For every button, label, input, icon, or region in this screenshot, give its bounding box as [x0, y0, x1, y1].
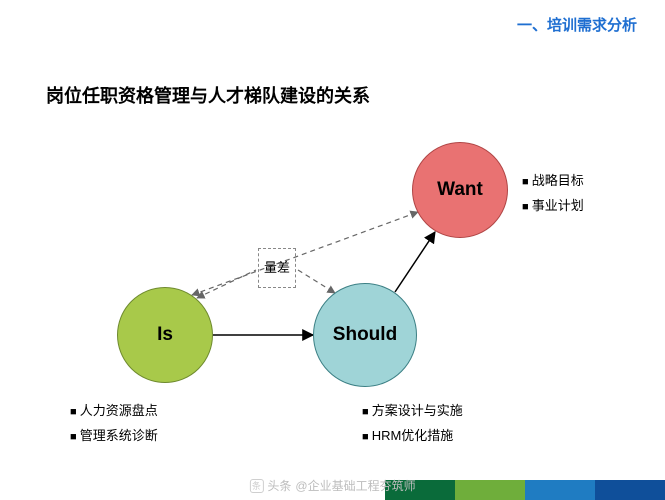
bullet-item: HRM优化措施: [362, 425, 463, 444]
gap-box-label: 量差: [264, 260, 290, 276]
watermark: 条 头条 @企业基础工程夯筑师: [249, 477, 415, 494]
node-should: Should: [313, 283, 417, 387]
node-want: Want: [412, 142, 508, 238]
bullet-item: 战略目标: [522, 170, 584, 189]
stripe: [595, 480, 665, 500]
watermark-text: @企业基础工程夯筑师: [295, 477, 415, 494]
edge-gapbox-should-dashed: [298, 270, 335, 293]
gap-box: 量差: [258, 248, 296, 288]
bullets-is: 人力资源盘点 管理系统诊断: [70, 400, 158, 450]
watermark-prefix: 头条: [267, 477, 291, 494]
stripe: [455, 480, 525, 500]
bullet-item: 人力资源盘点: [70, 400, 158, 419]
node-should-label: Should: [333, 324, 397, 346]
stripe: [525, 480, 595, 500]
edge-is-want-dashed: [192, 212, 418, 295]
node-is: Is: [117, 287, 213, 383]
footer-stripes: [385, 480, 665, 500]
node-is-label: Is: [157, 324, 173, 346]
edge-is-gapbox-dashed: [197, 270, 256, 298]
node-want-label: Want: [437, 179, 483, 201]
bullet-item: 事业计划: [522, 195, 584, 214]
bullets-want: 战略目标 事业计划: [522, 170, 584, 220]
watermark-icon: 条: [249, 479, 263, 493]
edge-should-want-solid: [395, 232, 435, 292]
bullet-item: 管理系统诊断: [70, 425, 158, 444]
bullet-item: 方案设计与实施: [362, 400, 463, 419]
bullets-should: 方案设计与实施 HRM优化措施: [362, 400, 463, 450]
